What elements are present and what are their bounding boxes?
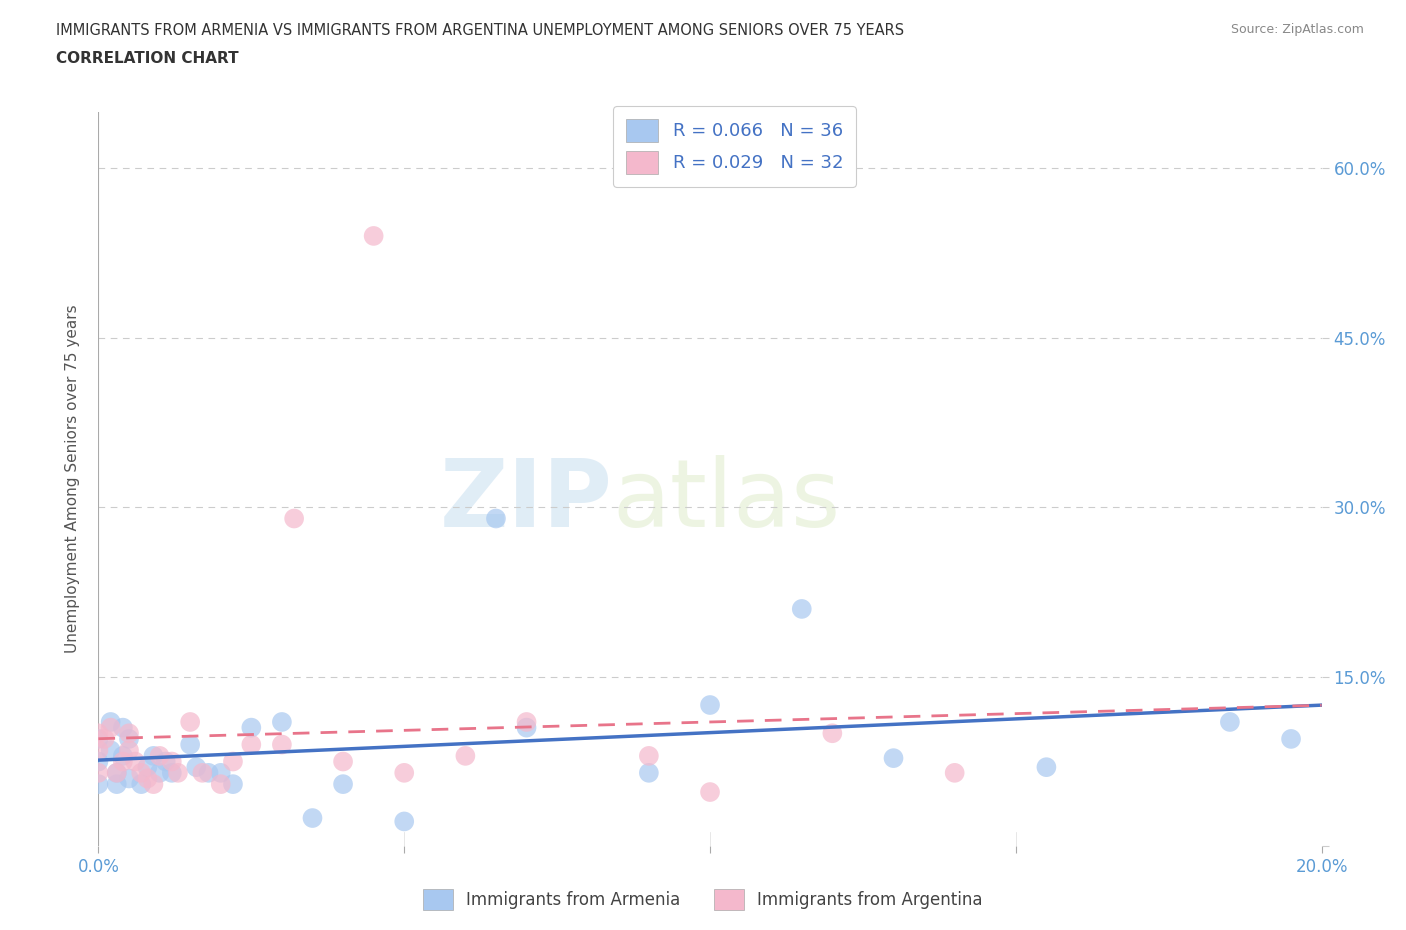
Point [363, 229, 385, 244]
Point [105, 777, 128, 791]
Text: Source: ZipAtlas.com: Source: ZipAtlas.com [1230, 23, 1364, 36]
Point [136, 760, 159, 775]
Point [118, 771, 141, 786]
Point [149, 765, 172, 780]
Point [790, 602, 813, 617]
Point [516, 714, 538, 729]
Point [111, 754, 134, 769]
Point [160, 754, 183, 769]
Point [100, 743, 122, 758]
Point [142, 777, 165, 791]
Point [93, 732, 115, 747]
Point [270, 714, 292, 729]
Point [179, 737, 201, 752]
Point [209, 777, 232, 791]
Point [87, 732, 110, 747]
Point [392, 814, 416, 829]
Point [516, 720, 538, 735]
Point [270, 737, 292, 752]
Point [129, 765, 152, 780]
Point [332, 754, 354, 769]
Point [240, 720, 263, 735]
Point [87, 765, 110, 780]
Point [118, 732, 141, 747]
Point [191, 765, 214, 780]
Point [179, 714, 201, 729]
Point [197, 765, 219, 780]
Point [1279, 732, 1302, 747]
Legend: R = 0.066   N = 36, R = 0.029   N = 32: R = 0.066 N = 36, R = 0.029 N = 32 [613, 106, 856, 187]
Point [136, 771, 159, 786]
Point [637, 749, 661, 764]
Point [87, 777, 110, 791]
Point [118, 725, 141, 740]
Y-axis label: Unemployment Among Seniors over 75 years: Unemployment Among Seniors over 75 years [65, 305, 80, 653]
Legend: Immigrants from Armenia, Immigrants from Argentina: Immigrants from Armenia, Immigrants from… [416, 883, 990, 917]
Point [129, 777, 152, 791]
Point [100, 720, 122, 735]
Point [332, 777, 354, 791]
Point [392, 765, 416, 780]
Point [454, 749, 477, 764]
Point [883, 751, 905, 765]
Point [105, 765, 128, 780]
Point [821, 725, 844, 740]
Point [283, 512, 305, 526]
Point [1035, 760, 1057, 775]
Point [87, 754, 110, 769]
Point [209, 765, 232, 780]
Point [1219, 714, 1241, 729]
Text: CORRELATION CHART: CORRELATION CHART [56, 51, 239, 66]
Point [167, 765, 190, 780]
Point [142, 749, 165, 764]
Point [943, 765, 966, 780]
Point [186, 760, 208, 775]
Point [160, 765, 183, 780]
Text: ZIP: ZIP [439, 455, 612, 547]
Point [87, 743, 110, 758]
Point [118, 743, 141, 758]
Point [105, 765, 128, 780]
Point [240, 737, 263, 752]
Point [149, 749, 172, 764]
Point [87, 725, 110, 740]
Point [485, 512, 508, 526]
Point [111, 720, 134, 735]
Text: atlas: atlas [612, 455, 841, 547]
Point [637, 765, 661, 780]
Point [100, 714, 122, 729]
Point [155, 754, 177, 769]
Point [124, 754, 146, 769]
Point [222, 754, 245, 769]
Text: IMMIGRANTS FROM ARMENIA VS IMMIGRANTS FROM ARGENTINA UNEMPLOYMENT AMONG SENIORS : IMMIGRANTS FROM ARMENIA VS IMMIGRANTS FR… [56, 23, 904, 38]
Point [699, 698, 721, 712]
Point [111, 749, 134, 764]
Point [699, 785, 721, 800]
Point [301, 811, 323, 826]
Point [222, 777, 245, 791]
